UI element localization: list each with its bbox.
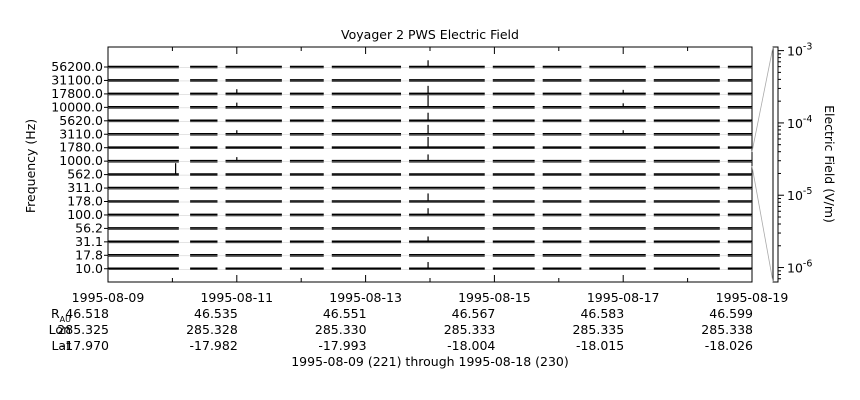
colorbar-tick-label: 10-3 — [787, 42, 812, 59]
x-tick-label: 1995-08-19 — [716, 290, 789, 305]
y-tick-label: 3110.0 — [59, 126, 103, 141]
x-tick-label: 1995-08-13 — [329, 290, 402, 305]
ephemeris-row-sublabel: AU — [60, 315, 71, 324]
y-tick-label: 17800.0 — [51, 86, 103, 101]
x-axis-ticks: 1995-08-09 1995-08-11 1995-08-13 1995-08-15… — [72, 47, 789, 305]
ephemeris-value: 285.338 — [701, 322, 753, 337]
colorbar-tick-label: 10-4 — [787, 114, 812, 131]
colorbar: 10-3 10-4 10-5 10-6 — [751, 42, 812, 283]
colorbar-tick-label: 10-6 — [787, 259, 812, 276]
ephemeris-row-label: Lon — [49, 322, 71, 337]
ephemeris-value: 46.567 — [452, 306, 496, 321]
x-tick-label: 1995-08-15 — [458, 290, 531, 305]
y-tick-label: 10.0 — [75, 261, 103, 276]
ephemeris-value: 46.518 — [65, 306, 109, 321]
ephemeris-value: -18.004 — [447, 338, 495, 353]
colorbar-tick-exponent: -4 — [803, 114, 812, 125]
ephemeris-value: -17.982 — [190, 338, 238, 353]
ephemeris-value: 285.333 — [444, 322, 496, 337]
ephemeris-value: 46.535 — [194, 306, 238, 321]
date-range-footer: 1995-08-09 (221) through 1995-08-18 (230… — [291, 354, 569, 369]
x-tick-label: 1995-08-17 — [587, 290, 660, 305]
colorbar-tick-exponent: -5 — [803, 186, 812, 197]
y-tick-label: 100.0 — [67, 207, 103, 222]
ephemeris-value: 46.551 — [323, 306, 367, 321]
y-axis-ticks: 56200.031100.017800.010000.05620.03110.0… — [51, 59, 108, 276]
y-tick-label: 311.0 — [67, 180, 103, 195]
colorbar-tick-label: 10-5 — [787, 186, 812, 203]
y-tick-label: 10000.0 — [51, 99, 103, 114]
ephemeris-value: 285.328 — [186, 322, 238, 337]
ephemeris-value: 285.330 — [315, 322, 367, 337]
colorbar-guide-line — [751, 46, 774, 153]
x-tick-label: 1995-08-11 — [200, 290, 273, 305]
ephemeris-value: -17.993 — [318, 338, 366, 353]
ephemeris-value: -18.015 — [576, 338, 624, 353]
ephemeris-value: 46.583 — [580, 306, 624, 321]
plot-area — [107, 46, 753, 283]
ephemeris-row-label: Lat — [51, 338, 71, 353]
colorbar-frame — [772, 46, 779, 283]
y-tick-label: 56.2 — [75, 220, 103, 235]
x-tick-label: 1995-08-09 — [72, 290, 145, 305]
ephemeris-value: 285.335 — [572, 322, 624, 337]
colorbar-tick-exponent: -6 — [803, 259, 812, 270]
y-tick-label: 31100.0 — [51, 72, 103, 87]
y-tick-label: 31.1 — [75, 234, 103, 249]
colorbar-tick-exponent: -3 — [803, 42, 812, 53]
ephemeris-value: -18.026 — [705, 338, 753, 353]
ephemeris-value: 285.325 — [57, 322, 109, 337]
chart-title: Voyager 2 PWS Electric Field — [341, 27, 519, 42]
y-tick-label: 1780.0 — [59, 140, 103, 155]
y-tick-label: 562.0 — [67, 167, 103, 182]
y-tick-label: 5620.0 — [59, 113, 103, 128]
colorbar-guide-line — [751, 165, 774, 283]
plot-frame — [107, 46, 753, 283]
y-tick-label: 1000.0 — [59, 153, 103, 168]
y-tick-label: 178.0 — [67, 194, 103, 209]
ephemeris-value: 46.599 — [709, 306, 753, 321]
y-tick-label: 17.8 — [75, 247, 103, 262]
y-tick-label: 56200.0 — [51, 59, 103, 74]
colorbar-label: Electric Field (V/m) — [822, 105, 837, 223]
y-axis-label: Frequency (Hz) — [23, 119, 38, 213]
ephemeris-value: -17.970 — [61, 338, 109, 353]
